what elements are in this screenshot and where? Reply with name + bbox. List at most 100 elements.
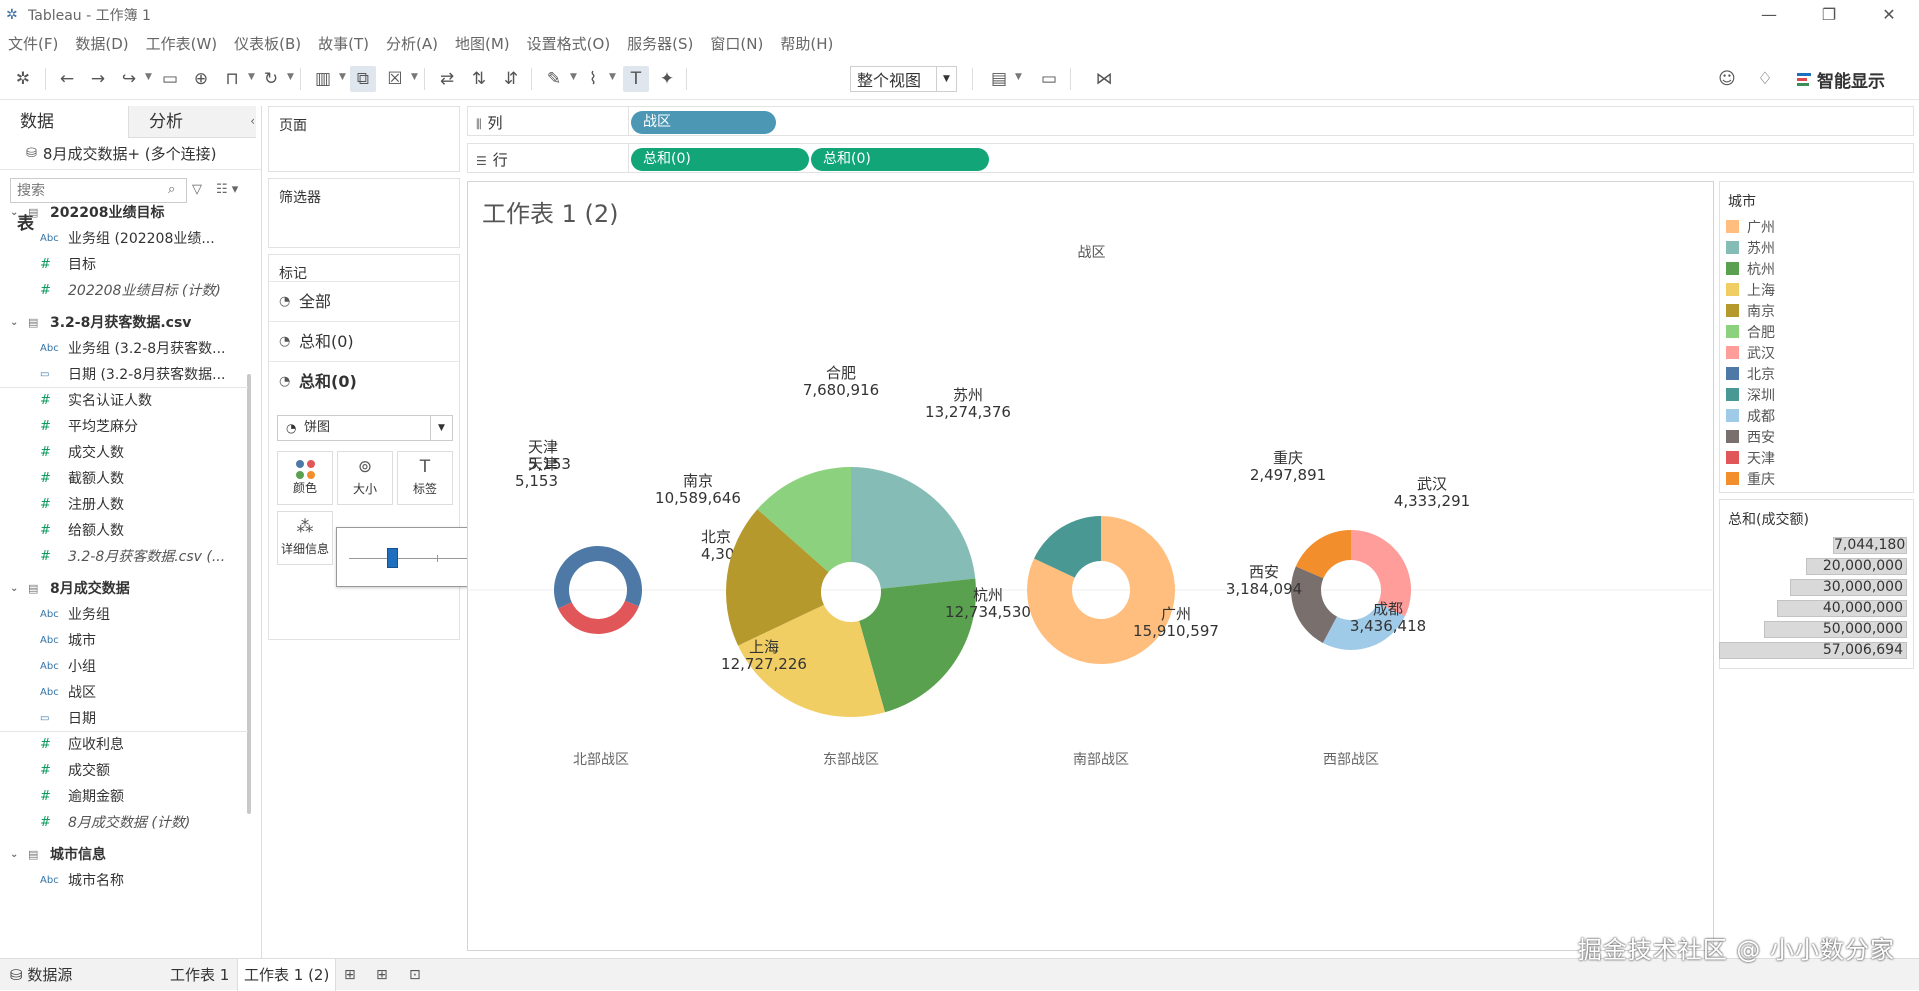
legend-item[interactable]: 杭州 — [1720, 258, 1913, 279]
redo-icon[interactable]: → — [90, 69, 106, 89]
ask-data-icon[interactable]: ♢ — [1757, 69, 1773, 89]
field-item[interactable]: Abc 业务组 (3.2-8月获客数... — [0, 336, 248, 362]
field-item[interactable]: #3.2-8月获客数据.csv (... — [0, 544, 248, 570]
table-group[interactable]: ⌄ ▤ 3.2-8月获客数据.csv — [0, 310, 248, 336]
legend-item[interactable]: 南京 — [1720, 300, 1913, 321]
size-button[interactable]: ⊚ 大小 — [337, 451, 393, 505]
field-item[interactable]: Abc 小组 — [0, 654, 248, 680]
mark-type-select[interactable]: ◔ 饼图 ▼ — [277, 415, 453, 441]
collapse-panel-icon[interactable]: ‹ — [250, 114, 255, 128]
new-datasource-icon[interactable]: ⊕ — [193, 69, 209, 89]
replay-icon[interactable]: ↪ — [121, 69, 137, 89]
menu-item[interactable]: 故事(T) — [318, 34, 370, 53]
menu-item[interactable]: 分析(A) — [386, 34, 438, 53]
menu-item[interactable]: 仪表板(B) — [234, 34, 302, 53]
group-icon[interactable]: ⌇ — [588, 69, 598, 89]
legend-item[interactable]: 广州 — [1720, 216, 1913, 237]
menu-item[interactable]: 帮助(H) — [780, 34, 834, 53]
pie-slice[interactable] — [1291, 566, 1337, 644]
menu-item[interactable]: 数据(D) — [75, 34, 129, 53]
save-icon[interactable]: ▭ — [161, 69, 179, 89]
scrollbar[interactable] — [247, 374, 251, 814]
filter-icon[interactable]: ▽ — [192, 182, 202, 197]
pie-slice[interactable] — [554, 546, 642, 609]
pie-slice[interactable] — [1295, 530, 1351, 579]
datasource-item[interactable]: ⛁ 8月成交数据+ (多个连接) — [0, 138, 261, 170]
rows-pill-1[interactable]: 总和(0) — [631, 148, 809, 171]
search-input[interactable] — [10, 178, 187, 203]
pages-card[interactable]: 页面 — [268, 106, 460, 172]
menu-item[interactable]: 文件(F) — [8, 34, 59, 53]
menu-item[interactable]: 地图(M) — [455, 34, 510, 53]
maximize-button[interactable]: ❐ — [1821, 5, 1837, 24]
legend-item[interactable]: 西安 — [1720, 426, 1913, 447]
show-labels-icon[interactable]: T — [623, 66, 649, 92]
legend-item[interactable]: 武汉 — [1720, 342, 1913, 363]
field-item[interactable]: # 截额人数 — [0, 466, 248, 492]
field-item[interactable]: ▭ 日期 (3.2-8月获客数据... — [0, 362, 248, 388]
sheet-tab-1[interactable]: 工作表 1 — [170, 966, 230, 984]
pie-slice[interactable] — [1322, 603, 1405, 651]
pie-slice[interactable] — [738, 604, 885, 717]
menu-item[interactable]: 窗口(N) — [710, 34, 764, 53]
marks-all-row[interactable]: ◔ 全部 — [269, 281, 459, 321]
highlight-icon[interactable]: ✎ — [546, 69, 562, 89]
table-group[interactable]: ⌄ ▤ 城市信息 — [0, 842, 248, 868]
swap-rows-columns-icon[interactable]: ⇄ — [439, 69, 455, 89]
size-slider-track[interactable] — [349, 558, 527, 559]
legend-item[interactable]: 北京 — [1720, 363, 1913, 384]
marks-sum-row-2[interactable]: ◔ 总和(0) — [269, 361, 459, 401]
legend-item[interactable]: 合肥 — [1720, 321, 1913, 342]
columns-shelf[interactable]: ⫼ 列 战区 — [467, 106, 1914, 136]
legend-item[interactable]: 苏州 — [1720, 237, 1913, 258]
field-item[interactable]: Abc 城市名称 — [0, 868, 248, 894]
tab-data[interactable]: 数据 — [0, 106, 128, 138]
pie-slice[interactable] — [859, 578, 976, 713]
detail-button[interactable]: ⁂ 详细信息 — [277, 511, 333, 565]
undo-icon[interactable]: ← — [59, 69, 75, 89]
marks-sum-row-1[interactable]: ◔ 总和(0) — [269, 321, 459, 361]
fit-view-select[interactable]: 整个视图 ▼ — [850, 66, 957, 92]
legend-item[interactable]: 深圳 — [1720, 384, 1913, 405]
menu-item[interactable]: 工作表(W) — [145, 34, 218, 53]
label-button[interactable]: T 标签 — [397, 451, 453, 505]
field-item[interactable]: ▭ 日期 — [0, 706, 248, 732]
filters-card[interactable]: 筛选器 — [268, 178, 460, 248]
field-item[interactable]: # 应收利息 — [0, 732, 248, 758]
pie-slice[interactable] — [1027, 516, 1175, 664]
view-options-icon[interactable]: ☷ ▾ — [216, 182, 239, 197]
rows-shelf[interactable]: ☰ 行 总和(0) 总和(0) — [467, 143, 1914, 173]
field-item[interactable]: Abc 战区 — [0, 680, 248, 706]
field-item[interactable]: # 目标 — [0, 252, 248, 278]
duplicate-sheet-icon[interactable]: ⧉ — [350, 66, 376, 92]
legend-item[interactable]: 重庆 — [1720, 468, 1913, 489]
field-item[interactable]: # 平均芝麻分 — [0, 414, 248, 440]
legend-item[interactable]: 上海 — [1720, 279, 1913, 300]
field-item[interactable]: Abc 业务组 — [0, 602, 248, 628]
field-item[interactable]: #8月成交数据 (计数) — [0, 810, 248, 836]
tableau-start-icon[interactable]: ✲ — [15, 69, 31, 89]
sort-descending-icon[interactable]: ⇵ — [503, 69, 519, 89]
new-dashboard-icon[interactable]: ⊞ — [376, 967, 388, 983]
pie-slice[interactable] — [558, 600, 639, 634]
field-item[interactable]: # 注册人数 — [0, 492, 248, 518]
table-group[interactable]: ⌄ ▤ 8月成交数据 — [0, 576, 248, 602]
tableau-public-icon[interactable]: ☺ — [1718, 69, 1736, 89]
share-icon[interactable]: ⋈ — [1095, 69, 1113, 89]
show-cards-icon[interactable]: ▤ — [990, 69, 1008, 89]
legend-item[interactable]: 天津 — [1720, 447, 1913, 468]
pie-slice[interactable] — [851, 467, 976, 589]
close-button[interactable]: ✕ — [1882, 5, 1896, 24]
menu-item[interactable]: 设置格式(O) — [526, 34, 611, 53]
size-slider-thumb[interactable] — [387, 548, 398, 568]
rows-pill-2[interactable]: 总和(0) — [811, 148, 989, 171]
field-item[interactable]: # 逾期金额 — [0, 784, 248, 810]
tab-analytics[interactable]: 分析 — [128, 106, 256, 138]
new-story-icon[interactable]: ⊡ — [409, 967, 421, 983]
table-group[interactable]: ⌄ ▤ 202208业绩目标 — [0, 200, 248, 226]
color-button[interactable]: 颜色 — [277, 451, 333, 505]
field-item[interactable]: # 实名认证人数 — [0, 388, 248, 414]
clear-sheet-icon[interactable]: ☒ — [387, 69, 403, 89]
minimize-button[interactable]: — — [1761, 5, 1777, 24]
legend-item[interactable]: 成都 — [1720, 405, 1913, 426]
